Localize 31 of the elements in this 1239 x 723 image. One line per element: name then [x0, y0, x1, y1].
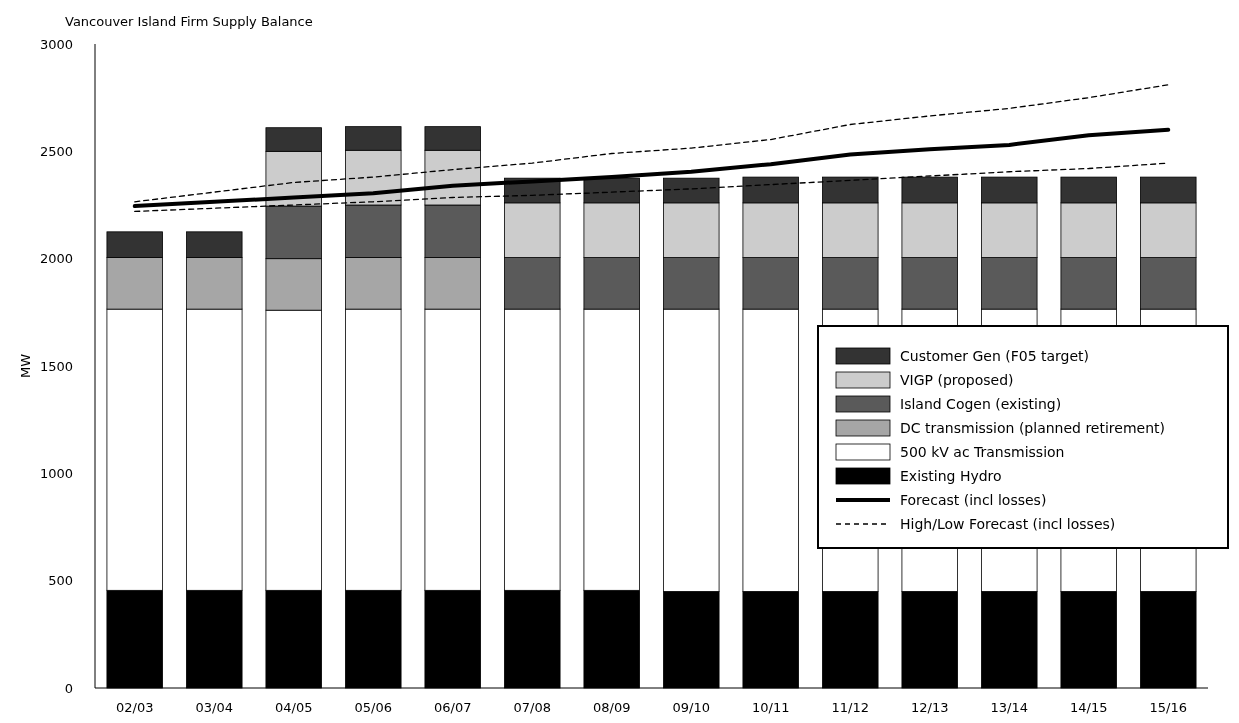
legend-label: Forecast (incl losses): [900, 491, 1047, 508]
y-tick-label: 2500: [39, 143, 73, 159]
x-tick-label: 11/12: [831, 700, 869, 715]
x-tick-label: 12/13: [911, 700, 949, 715]
legend-label: 500 kV ac Transmission: [900, 443, 1065, 460]
x-tick-label: 06/07: [434, 700, 472, 715]
legend-label: Island Cogen (existing): [900, 395, 1062, 412]
x-tick-label: 05/06: [354, 700, 392, 715]
y-tick-label: 1000: [39, 465, 73, 481]
y-tick-label: 2000: [39, 251, 73, 267]
legend-label: Customer Gen (F05 target): [900, 347, 1090, 364]
legend-label: DC transmission (planned retirement): [900, 419, 1165, 436]
legend-label: Existing Hydro: [900, 467, 1002, 484]
legend-label: VIGP (proposed): [900, 371, 1014, 388]
y-axis-title: MW: [18, 353, 33, 379]
x-tick-label: 09/10: [672, 700, 710, 715]
x-tick-label: 13/14: [990, 700, 1028, 715]
y-tick-label: 3000: [39, 36, 73, 52]
x-tick-label: 14/15: [1070, 700, 1108, 715]
x-tick-label: 03/04: [195, 700, 233, 715]
y-tick-label: 500: [48, 573, 73, 589]
x-tick-label: 08/09: [593, 700, 631, 715]
y-tick-label: 1500: [39, 358, 73, 374]
x-tick-label: 04/05: [275, 700, 313, 715]
x-tick-label: 07/08: [513, 700, 551, 715]
legend-label: High/Low Forecast (incl losses): [900, 515, 1116, 532]
x-tick-label: 15/16: [1149, 700, 1187, 715]
chart-title: Vancouver Island Firm Supply Balance: [65, 14, 313, 29]
x-tick-label: 10/11: [752, 700, 790, 715]
x-tick-label: 02/03: [116, 700, 154, 715]
y-tick-label: 0: [64, 680, 73, 696]
